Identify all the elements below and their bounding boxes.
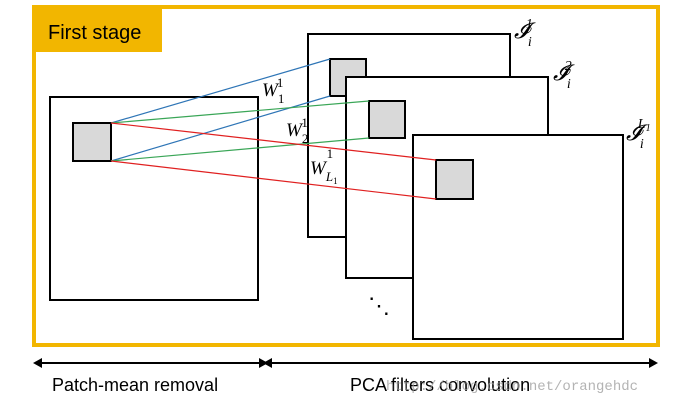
right-section-arrow-head-left (263, 358, 272, 368)
left-section-label: Patch-mean removal (52, 375, 218, 395)
filter-L-line-top (110, 122, 437, 161)
filter-L-line-bottom (110, 160, 437, 200)
stage-frame (32, 5, 660, 347)
filter-2-line-bottom (110, 137, 370, 162)
filter-1-line-bottom (110, 95, 331, 162)
watermark: http://blog.csdn.net/orangehdc (386, 379, 638, 395)
left-section-arrow-head-left (33, 358, 42, 368)
filter-2-line-top (110, 100, 370, 124)
stage-label-box (35, 9, 162, 52)
right-section-arrow-head-right (649, 358, 658, 368)
input-patch (72, 122, 112, 162)
filter-L-label: WL11 (310, 146, 338, 186)
feature-map-2-label: 𝓘i2 (553, 59, 575, 92)
feature-map-L-patch (435, 159, 474, 200)
feature-map-1-label: 𝓘i1 (514, 17, 536, 50)
more-maps-ellipsis: ⋱ (368, 293, 390, 318)
stage-label: First stage (48, 22, 141, 44)
filter-2-label: W21 (286, 115, 308, 146)
feature-map-L-label: 𝓘iL1 (626, 117, 651, 152)
right-section-label: PCA filters convolution (350, 375, 530, 395)
feature-map-2-patch (368, 100, 406, 139)
filter-1-label: W11 (262, 75, 284, 106)
filter-1-line-top (110, 58, 331, 124)
